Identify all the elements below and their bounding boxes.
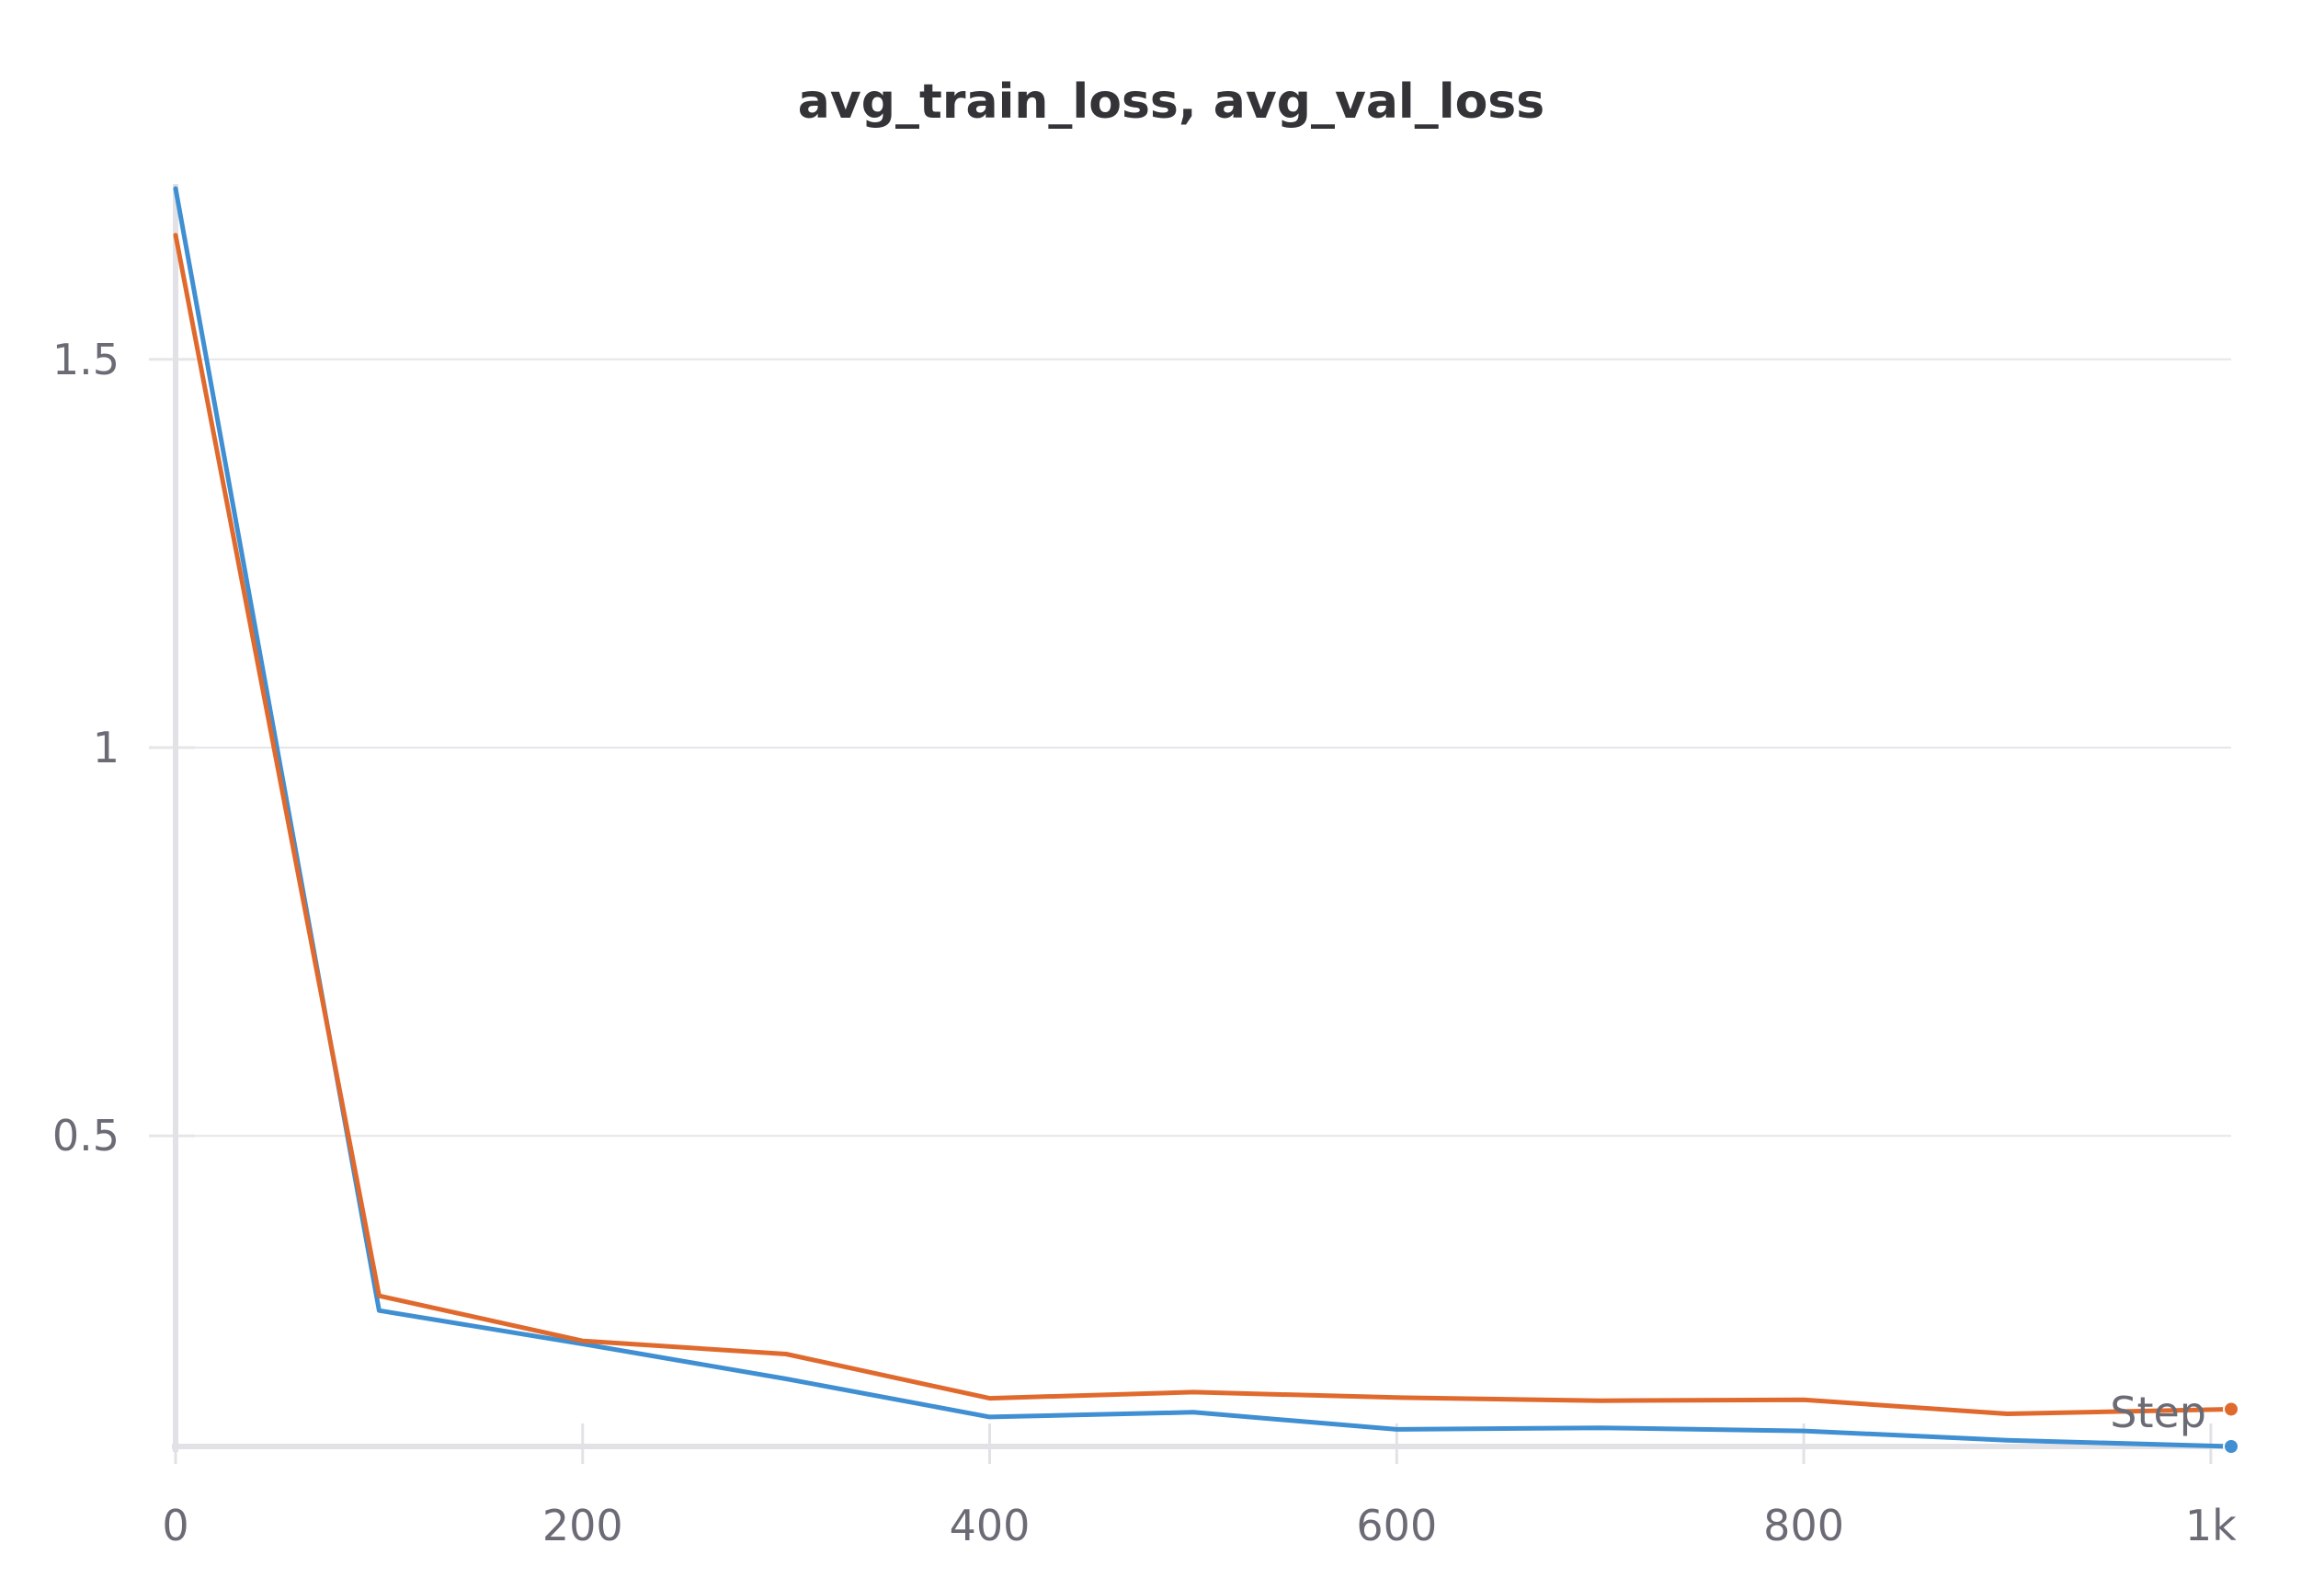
series-endpoints xyxy=(2223,1400,2239,1455)
axes: 0.5 1 1.5 0 200 400 600 800 1k xyxy=(52,184,2237,1550)
y-tick-label: 1.5 xyxy=(52,335,120,384)
chart-title: avg_train_loss, avg_val_loss xyxy=(798,74,1544,130)
x-tick-label: 200 xyxy=(542,1501,623,1550)
x-tick-label: 800 xyxy=(1763,1501,1844,1550)
x-tick-label: 600 xyxy=(1356,1501,1437,1550)
gridlines xyxy=(149,358,2231,1137)
y-tick-label: 1 xyxy=(93,723,120,772)
y-tick-label: 0.5 xyxy=(52,1111,120,1160)
series-endpoint-marker xyxy=(2223,1438,2239,1455)
series-line-1 xyxy=(173,186,2234,1449)
x-tick-label: 400 xyxy=(950,1501,1031,1550)
series-endpoint-marker xyxy=(2223,1400,2239,1418)
x-axis-label: Step xyxy=(2110,1388,2206,1437)
x-tick-label: 0 xyxy=(162,1501,188,1550)
x-tick-label: 1k xyxy=(2185,1501,2237,1550)
series-lines xyxy=(173,186,2234,1449)
series-line-2 xyxy=(173,233,2234,1416)
